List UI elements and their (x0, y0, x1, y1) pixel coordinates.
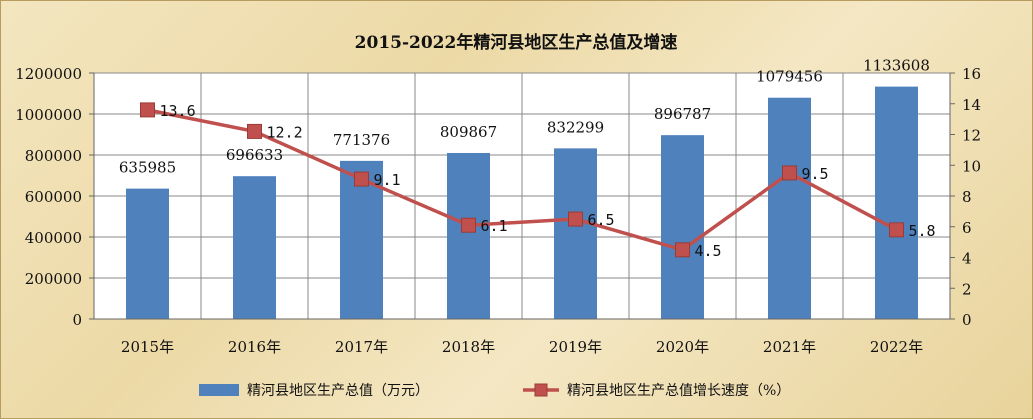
axes: 0 200000 400000 600000 800000 1000000 1200000 0… (15, 65, 981, 356)
bar (554, 148, 597, 319)
y-left-tick-label: 1200000 (15, 65, 82, 83)
line-data-label: 9.1 (374, 171, 401, 189)
line-marker (889, 222, 904, 238)
x-tick-label: 2016年 (228, 338, 281, 356)
line-data-label: 13.6 (160, 102, 196, 120)
bar-data-label: 771376 (333, 131, 390, 149)
bar-data-label: 809867 (440, 123, 497, 141)
bar-data-label: 1079456 (756, 68, 823, 86)
line-marker (354, 171, 369, 187)
y-left-tick-label: 200000 (25, 270, 82, 288)
line-data-label: 9.5 (802, 165, 829, 183)
y-right-tick-label: 12 (962, 127, 981, 145)
legend-swatch-bar (199, 384, 239, 396)
x-tick-label: 2019年 (549, 338, 602, 356)
bar-data-label: 832299 (547, 118, 604, 136)
y-right-tick-label: 6 (962, 219, 972, 237)
line-data-label: 5.8 (909, 222, 936, 240)
x-tick-label: 2018年 (442, 338, 495, 356)
data-labels: 635985 696633 771376 809867 832299 896787 1079… (119, 57, 936, 260)
legend-label-line: 精河县地区生产总值增长速度（%） (567, 383, 790, 399)
line-data-label: 4.5 (695, 242, 722, 260)
line-marker (247, 123, 262, 139)
line-marker (675, 242, 690, 258)
y-right-tick-label: 2 (962, 280, 972, 298)
y-right-tick-label: 4 (962, 250, 972, 268)
line-marker (461, 217, 476, 233)
y-right-tick-label: 8 (962, 188, 972, 206)
bar-data-label: 696633 (226, 146, 283, 164)
x-tick-label: 2021年 (763, 338, 816, 356)
bar (126, 188, 169, 319)
legend-swatch-marker (534, 383, 548, 397)
x-tick-label: 2020年 (656, 338, 709, 356)
bar (233, 176, 276, 319)
y-left-tick-label: 0 (72, 311, 82, 329)
chart-title: 2015-2022年精河县地区生产总值及增速 (355, 32, 678, 53)
line-series (140, 102, 904, 258)
bar-data-label: 896787 (654, 105, 711, 123)
y-left-tick-label: 1000000 (15, 106, 82, 124)
bar-data-label: 635985 (119, 159, 176, 177)
line-marker (140, 102, 155, 118)
x-tick-label: 2017年 (335, 338, 388, 356)
growth-line (147, 108, 898, 252)
bar (875, 86, 918, 320)
line-data-label: 12.2 (267, 123, 303, 141)
bar-series (126, 86, 918, 320)
y-right-tick-label: 0 (962, 311, 972, 329)
y-left-tick-label: 600000 (25, 188, 82, 206)
bar (661, 135, 704, 319)
x-tick-label: 2022年 (870, 338, 923, 356)
y-left-tick-label: 800000 (25, 147, 82, 165)
y-right-tick-label: 10 (962, 157, 981, 175)
y-left-tick-label: 400000 (25, 229, 82, 247)
bar (340, 160, 383, 319)
legend: 精河县地区生产总值（万元） 精河县地区生产总值增长速度（%） (199, 383, 790, 399)
y-right-tick-label: 14 (962, 96, 981, 114)
line-marker (782, 165, 797, 181)
y-right-tick-label: 16 (962, 65, 981, 83)
bar (447, 152, 490, 319)
line-data-label: 6.5 (588, 211, 615, 229)
x-tick-label: 2015年 (121, 338, 174, 356)
line-data-label: 6.1 (481, 217, 508, 235)
bar-data-label: 1133608 (863, 57, 930, 75)
legend-label-bar: 精河县地区生产总值（万元） (247, 383, 429, 399)
line-marker (568, 211, 583, 227)
bar (768, 97, 811, 319)
